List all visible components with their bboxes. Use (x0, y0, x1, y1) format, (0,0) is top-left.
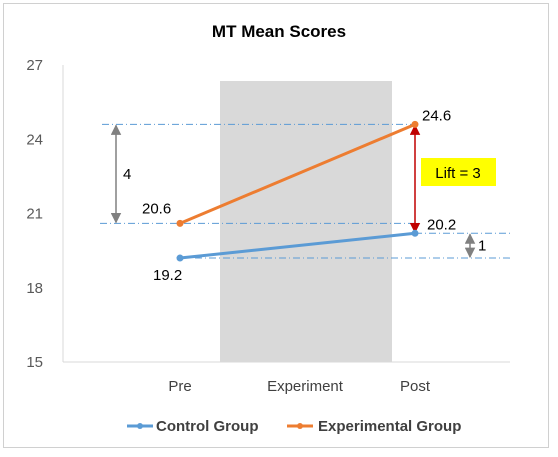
series-line (179, 231, 416, 260)
y-tick-label: 27 (26, 57, 43, 74)
chart-title: MT Mean Scores (212, 22, 346, 41)
data-point (176, 219, 184, 227)
legend-marker (297, 423, 303, 429)
series-line (179, 123, 416, 225)
lift-box (421, 158, 496, 186)
y-tick-label: 15 (26, 354, 43, 371)
y-tick-label: 21 (26, 206, 43, 223)
annotation-label: 4 (123, 166, 131, 183)
data-point (176, 254, 184, 262)
legend-marker (137, 423, 143, 429)
x-tick-label: Pre (168, 378, 191, 395)
annotation-label: 1 (478, 238, 486, 255)
data-label: 24.6 (422, 107, 451, 124)
legend-label: Experimental Group (318, 418, 461, 435)
y-tick-label: 18 (26, 280, 43, 297)
x-tick-label: Experiment (267, 378, 344, 395)
data-point (411, 120, 419, 128)
x-tick-label: Post (400, 378, 431, 395)
legend-label: Control Group (156, 418, 258, 435)
data-label: 20.6 (142, 200, 171, 217)
y-tick-label: 24 (26, 131, 43, 148)
data-label: 20.2 (427, 216, 456, 233)
data-label: 19.2 (153, 267, 182, 284)
lift-label: Lift = 3 (435, 165, 480, 182)
experiment-region (220, 81, 392, 362)
data-point (411, 229, 419, 237)
